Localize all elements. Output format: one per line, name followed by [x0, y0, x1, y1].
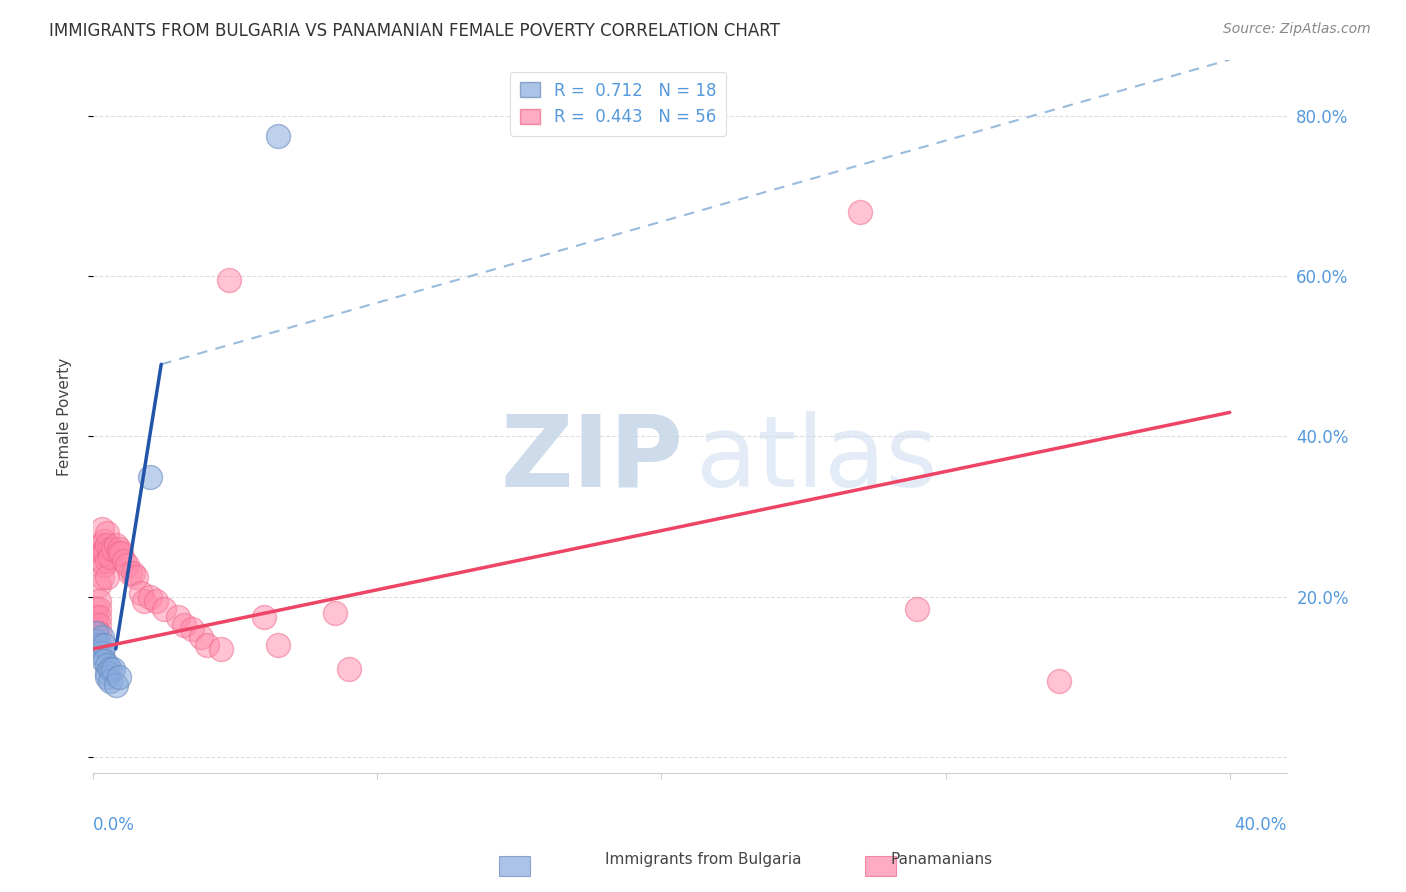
Text: atlas: atlas	[696, 410, 938, 508]
Point	[90, 538, 112, 552]
Text: Panamanians: Panamanians	[891, 852, 993, 867]
Point	[87, 578, 110, 592]
Point	[98, 541, 121, 556]
Point	[115, 558, 138, 572]
Y-axis label: Female Poverty: Female Poverty	[58, 358, 72, 475]
Point	[101, 541, 124, 556]
Point	[190, 630, 212, 644]
Point	[93, 558, 115, 572]
Point	[87, 610, 110, 624]
Point	[110, 546, 132, 560]
Text: IMMIGRANTS FROM BULGARIA VS PANAMANIAN FEMALE POVERTY CORRELATION CHART: IMMIGRANTS FROM BULGARIA VS PANAMANIAN F…	[49, 22, 780, 40]
Point	[124, 570, 146, 584]
Point	[96, 570, 118, 584]
Point	[145, 594, 167, 608]
Point	[107, 546, 129, 560]
Point	[96, 525, 118, 540]
Point	[87, 626, 110, 640]
Point	[167, 610, 190, 624]
Point	[195, 638, 218, 652]
Point	[93, 541, 115, 556]
Point	[1047, 673, 1070, 688]
Point	[118, 566, 141, 580]
Point	[84, 602, 107, 616]
Point	[98, 662, 121, 676]
Point	[90, 646, 112, 660]
Point	[173, 618, 195, 632]
Point	[96, 665, 118, 680]
Point	[84, 626, 107, 640]
Point	[252, 610, 274, 624]
Point	[84, 633, 107, 648]
Point	[267, 128, 290, 143]
Point	[218, 273, 240, 287]
Point	[107, 541, 129, 556]
Text: 40.0%: 40.0%	[1234, 816, 1286, 834]
Legend: R =  0.712   N = 18, R =  0.443   N = 56: R = 0.712 N = 18, R = 0.443 N = 56	[510, 71, 725, 136]
Point	[98, 549, 121, 564]
Point	[93, 638, 115, 652]
Point	[90, 570, 112, 584]
Point	[323, 606, 346, 620]
Point	[849, 205, 872, 219]
Point	[90, 630, 112, 644]
Point	[131, 586, 153, 600]
Point	[209, 641, 232, 656]
Point	[87, 594, 110, 608]
Point	[101, 662, 124, 676]
Point	[93, 654, 115, 668]
Point	[87, 638, 110, 652]
Point	[104, 538, 127, 552]
Point	[87, 602, 110, 616]
Point	[107, 670, 129, 684]
Point	[96, 538, 118, 552]
Text: ZIP: ZIP	[501, 410, 683, 508]
Point	[112, 554, 135, 568]
Point	[90, 554, 112, 568]
Point	[267, 638, 290, 652]
Text: 0.0%: 0.0%	[93, 816, 135, 834]
Point	[96, 670, 118, 684]
Point	[90, 546, 112, 560]
Point	[93, 546, 115, 560]
Point	[90, 522, 112, 536]
Point	[84, 626, 107, 640]
Point	[87, 646, 110, 660]
Point	[84, 618, 107, 632]
Point	[96, 554, 118, 568]
Text: Source: ZipAtlas.com: Source: ZipAtlas.com	[1223, 22, 1371, 37]
Point	[84, 638, 107, 652]
Point	[181, 622, 204, 636]
Point	[153, 602, 176, 616]
Point	[84, 610, 107, 624]
Point	[84, 630, 107, 644]
Point	[337, 662, 360, 676]
Point	[93, 533, 115, 548]
Point	[139, 590, 162, 604]
Text: Immigrants from Bulgaria: Immigrants from Bulgaria	[605, 852, 801, 867]
Point	[87, 618, 110, 632]
Point	[905, 602, 928, 616]
Point	[98, 673, 121, 688]
Point	[134, 594, 156, 608]
Point	[96, 657, 118, 672]
Point	[121, 566, 143, 580]
Point	[139, 469, 162, 483]
Point	[104, 678, 127, 692]
